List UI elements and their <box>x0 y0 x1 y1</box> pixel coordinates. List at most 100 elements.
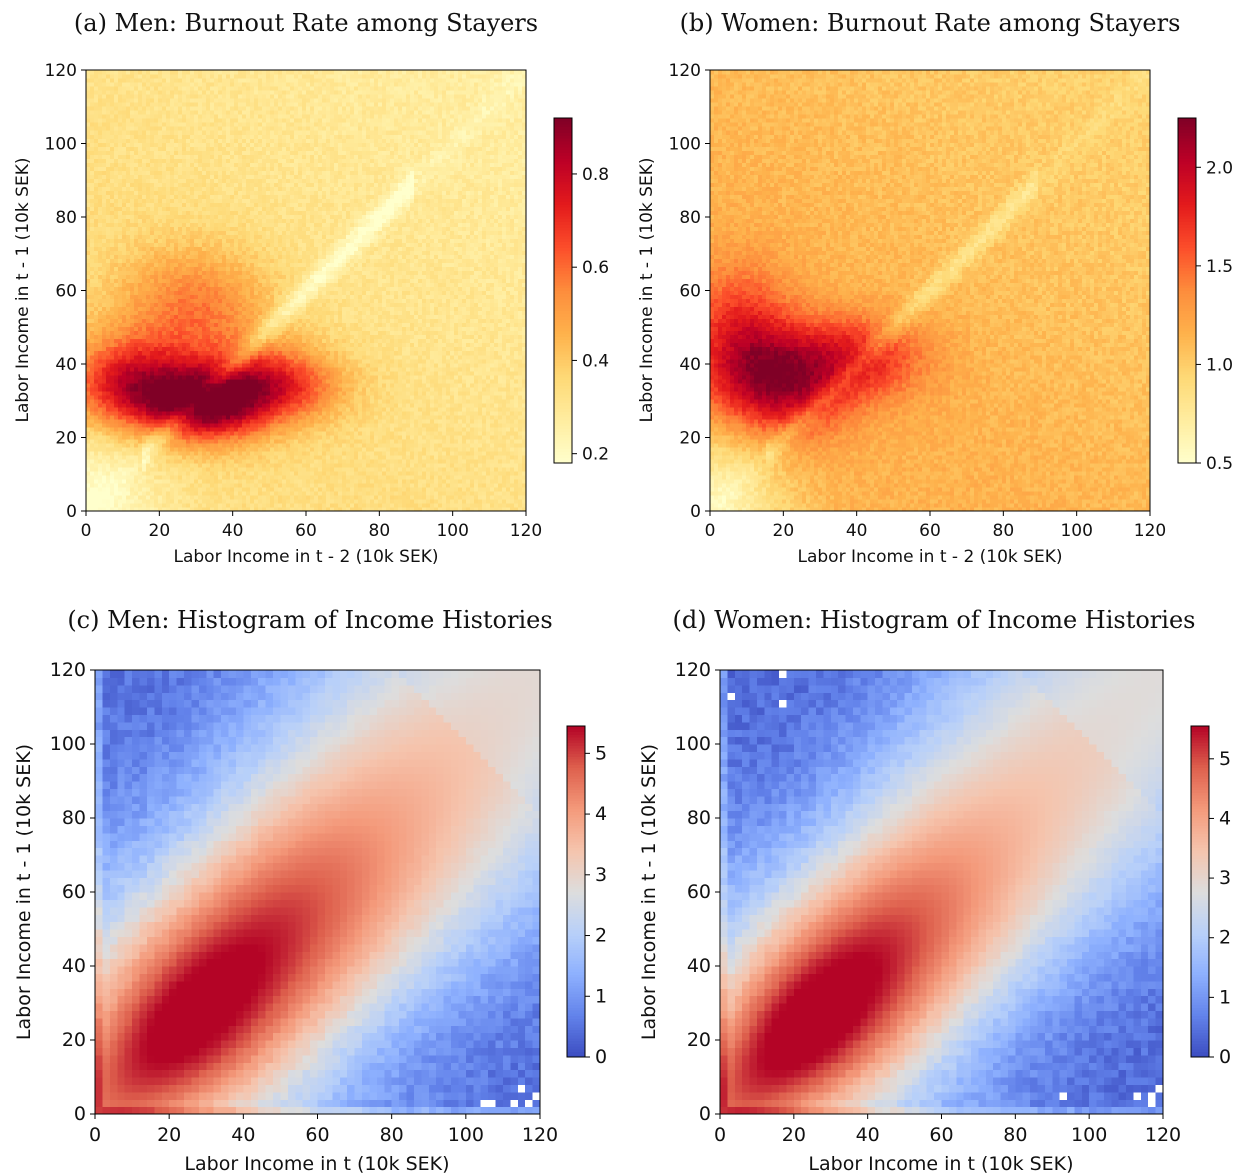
heatmap-cell <box>94 470 99 476</box>
heatmap-cell <box>214 450 219 456</box>
heatmap-cell <box>114 402 119 408</box>
heatmap-cell <box>182 458 187 464</box>
heatmap-cell <box>130 78 135 83</box>
heatmap-cell <box>210 342 215 348</box>
heatmap-cell <box>110 366 115 372</box>
heatmap-cell <box>118 330 123 336</box>
heatmap-cell <box>218 270 223 276</box>
heatmap-cell <box>206 142 211 147</box>
heatmap-cell <box>142 494 147 500</box>
heatmap-cell <box>118 154 123 159</box>
heatmap-cell <box>230 258 235 264</box>
heatmap-cell <box>126 86 131 91</box>
heatmap-cell <box>102 486 107 492</box>
heatmap-cell <box>154 314 159 320</box>
heatmap-cell <box>126 338 131 344</box>
heatmap-cell <box>130 414 135 420</box>
heatmap-cell <box>234 154 239 159</box>
heatmap-cell <box>246 250 251 256</box>
heatmap-cell <box>138 398 143 404</box>
heatmap-cell <box>146 482 151 488</box>
heatmap-cell <box>142 146 147 151</box>
heatmap-cell <box>194 198 199 203</box>
heatmap-cell <box>194 114 199 119</box>
heatmap-cell <box>258 370 263 376</box>
heatmap-cell <box>122 498 127 504</box>
heatmap-cell <box>186 486 191 492</box>
heatmap-cell <box>150 242 155 247</box>
heatmap-cell <box>158 266 163 272</box>
heatmap-cell <box>230 118 235 123</box>
heatmap-cell <box>94 482 99 488</box>
heatmap-cell <box>110 466 115 472</box>
heatmap-cell <box>114 414 119 420</box>
heatmap-cell <box>174 434 179 440</box>
heatmap-cell <box>210 358 215 364</box>
heatmap-cell <box>90 434 95 440</box>
heatmap-cell <box>226 250 231 256</box>
heatmap-cell <box>234 226 239 231</box>
heatmap-cell <box>238 322 243 328</box>
heatmap-cell <box>118 410 123 416</box>
heatmap-cell <box>202 454 207 460</box>
heatmap-cell <box>178 410 183 416</box>
heatmap-cell <box>234 306 239 312</box>
heatmap-cell <box>250 434 255 440</box>
heatmap-cell <box>142 154 147 159</box>
heatmap-cell <box>242 470 247 476</box>
heatmap-cell <box>262 370 267 376</box>
heatmap-cell <box>110 174 115 179</box>
heatmap-cell <box>178 286 183 292</box>
heatmap-cell <box>94 322 99 328</box>
heatmap-cell <box>158 354 163 360</box>
heatmap-cell <box>218 234 223 239</box>
heatmap-cell <box>258 466 263 472</box>
heatmap-cell <box>194 238 199 243</box>
heatmap-cell <box>190 274 195 280</box>
heatmap-cell <box>250 458 255 464</box>
heatmap-cell <box>90 102 95 107</box>
heatmap-cell <box>226 258 231 264</box>
heatmap-cell <box>162 458 167 464</box>
heatmap-cell <box>86 370 91 376</box>
heatmap-cell <box>206 222 211 227</box>
heatmap-cell <box>158 362 163 368</box>
heatmap-cell <box>142 458 147 464</box>
heatmap-cell <box>222 154 227 159</box>
heatmap-cell <box>134 330 139 336</box>
heatmap-cell <box>206 374 211 380</box>
heatmap-cell <box>134 438 139 444</box>
heatmap-cell <box>138 158 143 163</box>
heatmap-cell <box>106 170 111 175</box>
heatmap-cell <box>162 198 167 203</box>
heatmap-cell <box>254 178 259 183</box>
heatmap-cell <box>114 346 119 352</box>
heatmap-cell <box>90 174 95 179</box>
heatmap-cell <box>210 410 215 416</box>
heatmap-cell <box>202 194 207 199</box>
heatmap-cell <box>126 274 131 280</box>
heatmap-cell <box>126 398 131 404</box>
heatmap-cell <box>102 286 107 292</box>
heatmap-cell <box>238 362 243 368</box>
heatmap-cell <box>170 490 175 496</box>
heatmap-cell <box>186 374 191 380</box>
heatmap-cell <box>214 446 219 452</box>
heatmap-cell <box>246 222 251 227</box>
heatmap-cell <box>98 202 103 207</box>
heatmap-cell <box>218 70 223 75</box>
heatmap-cell <box>134 290 139 296</box>
heatmap-cell <box>234 450 239 456</box>
heatmap-cell <box>154 310 159 316</box>
heatmap-cell <box>262 298 267 304</box>
heatmap-cell <box>198 502 203 508</box>
heatmap-cell <box>174 150 179 155</box>
heatmap-cell <box>130 450 135 456</box>
heatmap-cell <box>110 114 115 119</box>
heatmap-cell <box>194 70 199 75</box>
heatmap-cell <box>106 258 111 264</box>
heatmap-cell <box>234 286 239 292</box>
heatmap-cell <box>174 210 179 215</box>
heatmap-cell <box>110 438 115 444</box>
heatmap-cell <box>222 138 227 143</box>
